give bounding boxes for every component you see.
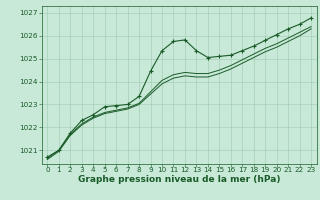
X-axis label: Graphe pression niveau de la mer (hPa): Graphe pression niveau de la mer (hPa) bbox=[78, 175, 280, 184]
